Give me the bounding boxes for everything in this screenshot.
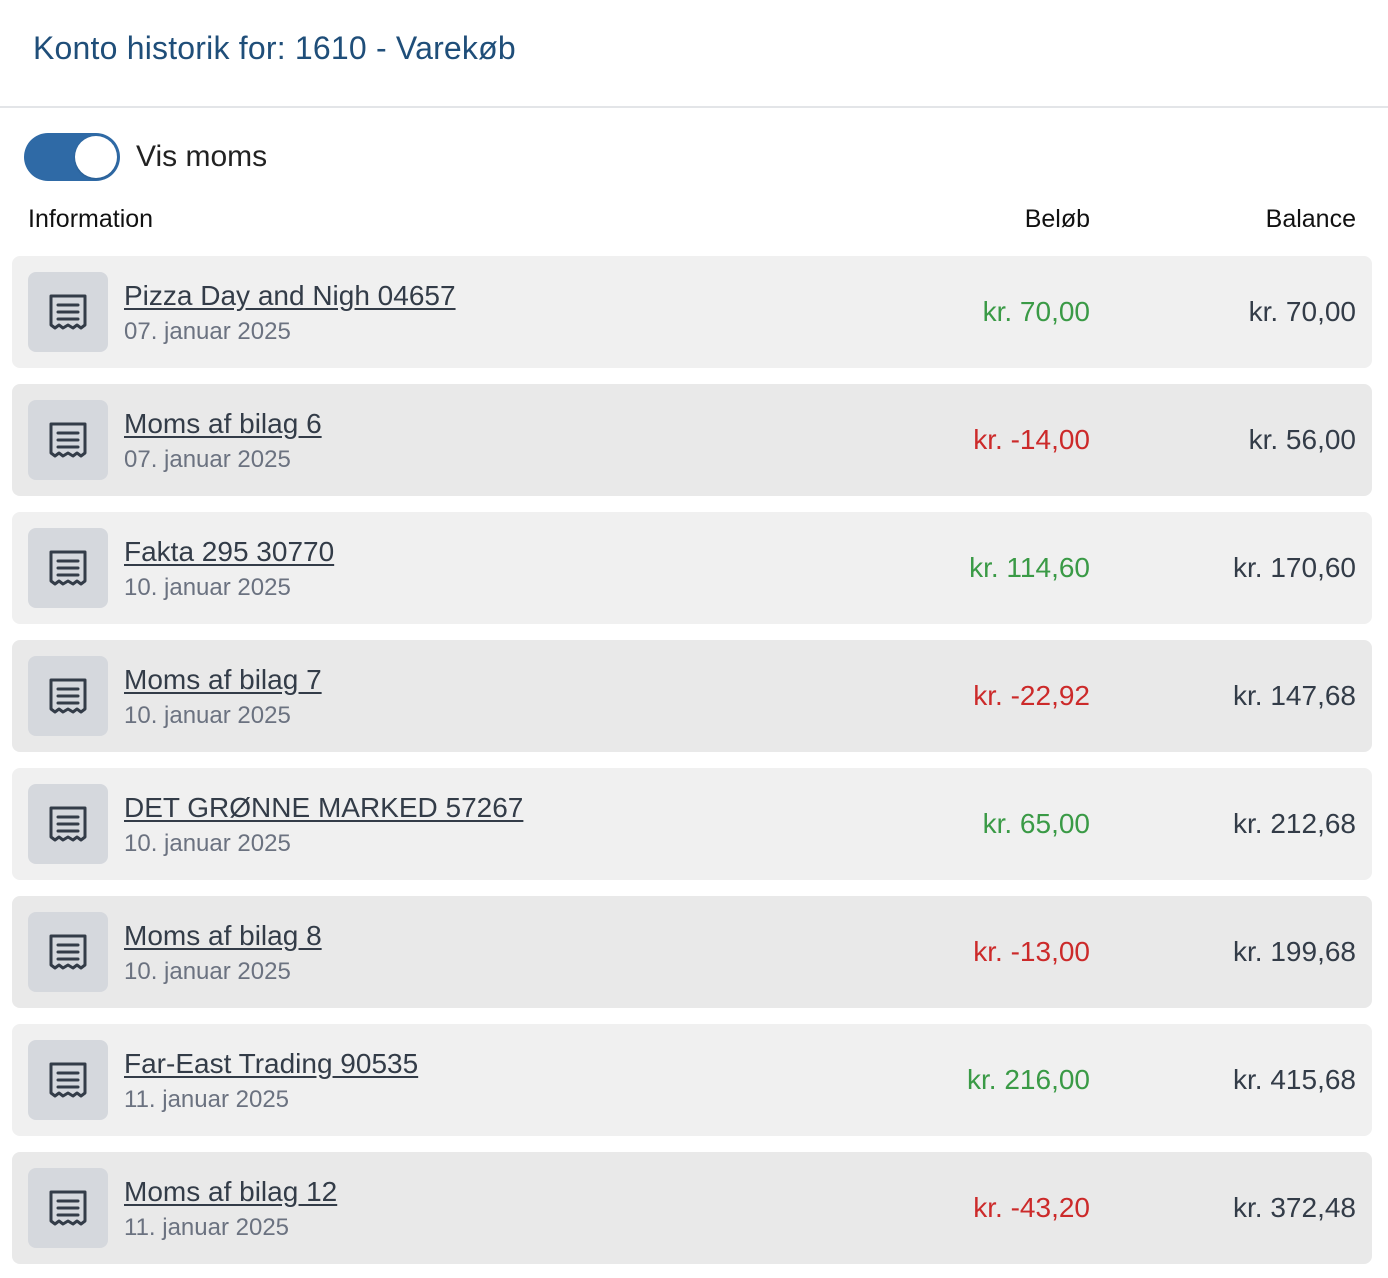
transaction-row[interactable]: Moms af bilag 7 10. januar 2025 kr. -22,… — [12, 640, 1372, 752]
column-header-information: Information — [28, 205, 154, 233]
transaction-balance: kr. 372,48 — [1233, 1192, 1356, 1223]
transaction-balance: kr. 56,00 — [1248, 424, 1356, 455]
transaction-balance: kr. 70,00 — [1248, 296, 1356, 327]
transaction-balance: kr. 147,68 — [1233, 680, 1356, 711]
transaction-amount: kr. 65,00 — [982, 808, 1090, 839]
transaction-date: 10. januar 2025 — [124, 574, 291, 601]
transaction-title-link[interactable]: Pizza Day and Nigh 04657 — [124, 280, 456, 311]
transaction-date: 07. januar 2025 — [124, 318, 291, 345]
receipt-icon — [28, 1168, 108, 1248]
transaction-row[interactable]: Far-East Trading 90535 11. januar 2025 k… — [12, 1024, 1372, 1136]
transaction-date: 07. januar 2025 — [124, 446, 291, 473]
receipt-icon — [28, 528, 108, 608]
transaction-row[interactable]: DET GRØNNE MARKED 57267 10. januar 2025 … — [12, 768, 1372, 880]
transaction-list: Pizza Day and Nigh 04657 07. januar 2025… — [12, 256, 1372, 1278]
column-header-balance: Balance — [1265, 205, 1356, 233]
transaction-balance: kr. 212,68 — [1233, 808, 1356, 839]
transaction-date: 10. januar 2025 — [124, 958, 291, 985]
transaction-amount: kr. 216,00 — [967, 1064, 1090, 1095]
transaction-title-link[interactable]: Moms af bilag 12 — [124, 1176, 338, 1207]
transaction-title-link[interactable]: DET GRØNNE MARKED 57267 — [124, 792, 524, 823]
transaction-title-link[interactable]: Moms af bilag 7 — [124, 664, 322, 695]
transaction-date: 11. januar 2025 — [124, 1214, 290, 1241]
transaction-amount: kr. 114,60 — [969, 552, 1090, 583]
transaction-row[interactable]: Pizza Day and Nigh 04657 07. januar 2025… — [12, 256, 1372, 368]
transaction-amount: kr. 70,00 — [982, 296, 1090, 327]
transaction-row[interactable]: Moms af bilag 8 10. januar 2025 kr. -13,… — [12, 896, 1372, 1008]
page-title: Konto historik for: 1610 - Varekøb — [33, 29, 516, 66]
transaction-row[interactable]: Moms af bilag 12 11. januar 2025 kr. -43… — [12, 1152, 1372, 1264]
transaction-date: 11. januar 2025 — [124, 1086, 290, 1113]
transaction-amount: kr. -43,20 — [973, 1192, 1090, 1223]
transaction-balance: kr. 170,60 — [1233, 552, 1356, 583]
toggle-knob — [75, 136, 117, 178]
column-headers: Information Beløb Balance — [28, 205, 1356, 237]
receipt-icon — [28, 400, 108, 480]
transaction-row[interactable]: Fakta 295 30770 10. januar 2025 kr. 114,… — [12, 512, 1372, 624]
receipt-icon — [28, 272, 108, 352]
transaction-amount: kr. -13,00 — [973, 936, 1090, 967]
transaction-balance: kr. 199,68 — [1233, 936, 1356, 967]
column-header-amount: Beløb — [1024, 205, 1090, 233]
transaction-title-link[interactable]: Far-East Trading 90535 — [124, 1048, 419, 1079]
transaction-date: 10. januar 2025 — [124, 830, 291, 857]
receipt-icon — [28, 784, 108, 864]
transaction-title-link[interactable]: Moms af bilag 8 — [124, 920, 322, 951]
vat-toggle[interactable] — [24, 133, 120, 181]
header: Konto historik for: 1610 - Varekøb — [0, 0, 1388, 108]
transaction-balance: kr. 415,68 — [1233, 1064, 1356, 1095]
transaction-amount: kr. -14,00 — [973, 424, 1090, 455]
receipt-icon — [28, 1040, 108, 1120]
vat-toggle-label: Vis moms — [136, 140, 268, 173]
transaction-title-link[interactable]: Fakta 295 30770 — [124, 536, 335, 567]
transaction-date: 10. januar 2025 — [124, 702, 291, 729]
receipt-icon — [28, 912, 108, 992]
vat-toggle-row: Vis moms — [24, 133, 267, 181]
transaction-row[interactable]: Moms af bilag 6 07. januar 2025 kr. -14,… — [12, 384, 1372, 496]
receipt-icon — [28, 656, 108, 736]
transaction-amount: kr. -22,92 — [973, 680, 1090, 711]
transaction-title-link[interactable]: Moms af bilag 6 — [124, 408, 322, 439]
